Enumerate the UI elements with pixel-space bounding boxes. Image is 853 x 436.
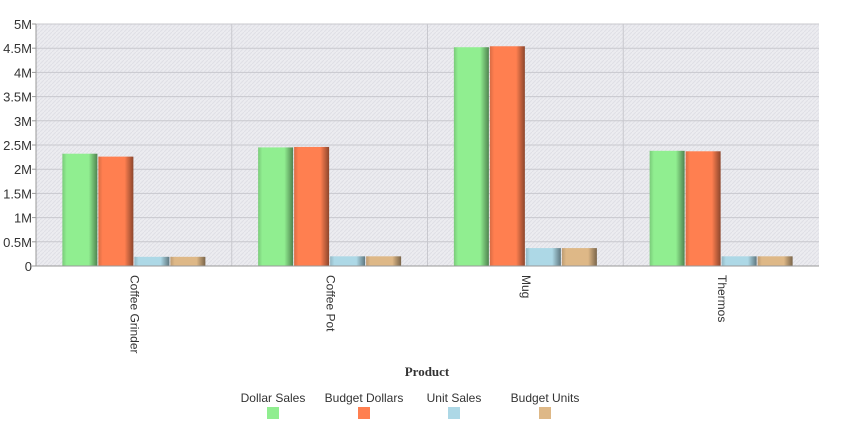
bar-budget-dollars	[685, 151, 721, 266]
bar-unit-sales	[721, 256, 757, 266]
bar-budget-dollars	[98, 156, 134, 266]
bar-dollar-sales	[649, 150, 685, 266]
x-axis-ticks: Coffee Grinder Coffee Pot Mug Thermos	[128, 275, 729, 354]
legend-swatch	[267, 407, 279, 419]
bar-budget-units	[170, 256, 206, 266]
legend-label: Dollar Sales	[241, 391, 306, 405]
legend-swatch	[448, 407, 460, 419]
bar-dollar-sales	[62, 153, 98, 266]
y-tick-label: 2.5M	[3, 138, 32, 153]
bar-unit-sales	[134, 256, 170, 266]
bar-unit-sales	[525, 248, 561, 266]
legend-label: Budget Dollars	[325, 391, 404, 405]
bars	[62, 46, 793, 267]
y-tick-label: 2M	[14, 162, 32, 177]
y-tick-label: 1.5M	[3, 186, 32, 201]
x-tick-label: Thermos	[715, 275, 729, 322]
bar-dollar-sales	[258, 147, 294, 266]
y-tick-label: 0.5M	[3, 235, 32, 250]
y-tick-label: 3M	[14, 114, 32, 129]
x-tick-label: Coffee Pot	[323, 275, 337, 332]
legend-label: Unit Sales	[427, 391, 482, 405]
legend-swatch	[539, 407, 551, 419]
legend-swatch	[358, 407, 370, 419]
x-axis-title: Product	[405, 364, 450, 379]
bar-dollar-sales	[453, 47, 489, 267]
y-tick-label: 3.5M	[3, 90, 32, 105]
bar-budget-dollars	[489, 46, 525, 266]
legend-label: Budget Units	[511, 391, 580, 405]
x-tick-label: Coffee Grinder	[128, 275, 142, 354]
bar-budget-dollars	[294, 146, 330, 266]
bar-budget-units	[366, 256, 402, 266]
y-tick-label: 5M	[14, 17, 32, 32]
y-tick-label: 0	[25, 259, 32, 274]
bar-budget-units	[757, 256, 793, 266]
y-tick-label: 1M	[14, 211, 32, 226]
bar-unit-sales	[330, 256, 366, 266]
y-tick-label: 4M	[14, 65, 32, 80]
y-axis-ticks: 0 0.5M 1M 1.5M 2M 2.5M 3M 3.5M 4M 4.5M 5M	[3, 17, 36, 274]
bar-budget-units	[561, 248, 597, 266]
gridlines	[36, 23, 819, 266]
legend: Dollar Sales Budget Dollars Unit Sales Budg…	[241, 391, 580, 419]
y-tick-label: 4.5M	[3, 41, 32, 56]
x-tick-label: Mug	[519, 275, 533, 298]
